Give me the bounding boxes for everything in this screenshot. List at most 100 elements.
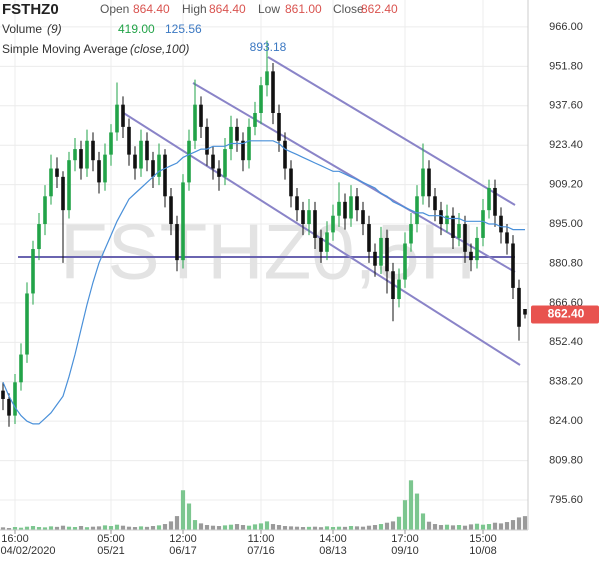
volume-bar: [414, 493, 420, 530]
volume-bar: [126, 526, 132, 530]
candle-body: [391, 271, 395, 300]
candle-body: [163, 154, 167, 197]
volume-bar: [306, 526, 312, 530]
candle-body: [517, 287, 521, 327]
volume-bar: [444, 524, 450, 530]
volume-bar: [66, 526, 72, 530]
volume-bar: [30, 526, 36, 530]
volume-bar: [144, 526, 150, 530]
volume-bar: [84, 527, 90, 530]
volume-bar: [198, 523, 204, 530]
low-value: 861.00: [285, 2, 322, 16]
volume-bar: [240, 525, 246, 530]
volume-bar: [216, 526, 222, 530]
candle-body: [481, 210, 485, 238]
volume-bar: [234, 524, 240, 530]
candle-body: [115, 104, 119, 133]
volume-bar: [270, 524, 276, 530]
y-tick-label: 795.60: [549, 494, 583, 506]
candle-body: [505, 232, 509, 244]
x-tick-date: 04/02/2020: [0, 545, 55, 557]
candle-body: [61, 176, 65, 211]
candle-body: [25, 293, 29, 355]
candle-body: [91, 140, 95, 161]
volume-bar: [354, 526, 360, 530]
volume-bar: [330, 527, 336, 530]
volume-bar: [336, 526, 342, 530]
candle-body: [187, 140, 191, 183]
candle-body: [511, 243, 515, 288]
candle-body: [37, 224, 41, 250]
volume-bar: [120, 525, 126, 530]
x-tick-label: 17:00: [391, 533, 419, 545]
volume-bar: [228, 524, 234, 530]
volume-bar: [288, 526, 294, 530]
candle-body: [385, 237, 389, 272]
candle-body: [445, 215, 449, 225]
y-tick-label: 824.00: [549, 415, 583, 427]
candle-body: [151, 160, 155, 177]
volume-bar: [72, 527, 78, 530]
volume-bar: [258, 523, 264, 530]
volume-bar: [522, 516, 528, 530]
volume-layer: [0, 480, 528, 530]
candle-body: [523, 309, 527, 315]
annotation: 893.18: [250, 40, 287, 54]
candle-body: [199, 104, 203, 127]
grid: [0, 0, 528, 530]
volume-bar: [510, 520, 516, 530]
x-tick-label: 15:00: [469, 533, 497, 545]
axes: 966.00 951.80 937.60 923.40 909.20 895.00 880.…: [0, 21, 599, 557]
candle-body: [457, 224, 461, 238]
volume-bar: [468, 524, 474, 530]
high-value: 864.40: [209, 2, 246, 16]
candle-body: [373, 251, 377, 266]
volume-bar: [102, 525, 108, 530]
candle-body: [319, 237, 323, 252]
volume-bar: [474, 523, 480, 530]
candle-body: [175, 224, 179, 261]
candle-body: [13, 382, 17, 416]
candle-body: [475, 237, 479, 261]
volume-bar: [54, 526, 60, 530]
candle-body: [241, 140, 245, 161]
x-tick-label: 16:00: [1, 533, 29, 545]
candle-body: [253, 112, 257, 127]
candle-body: [1, 390, 5, 399]
volume-bar: [450, 525, 456, 530]
candle-body: [349, 196, 353, 219]
candle-body: [217, 168, 221, 177]
candle-body: [367, 224, 371, 252]
volume-bar: [438, 525, 444, 530]
y-tick-label: 880.80: [549, 257, 583, 269]
candle-body: [85, 140, 89, 169]
candle-body: [343, 201, 347, 219]
volume-bar: [312, 526, 318, 530]
sma-param: (close,100): [130, 42, 189, 56]
volume-bar: [114, 524, 120, 530]
candle-body: [265, 71, 269, 86]
volume-bar: [432, 524, 438, 530]
volume-bar: [408, 480, 414, 530]
y-tick-label: 838.20: [549, 376, 583, 388]
volume-bar: [210, 525, 216, 530]
volume-bar: [384, 522, 390, 530]
candle-body: [301, 210, 305, 225]
candle-body: [463, 224, 467, 252]
candle-body: [169, 196, 173, 225]
y-tick-label: 951.80: [549, 60, 583, 72]
sma-line: [2, 140, 525, 425]
volume-bar: [24, 526, 30, 530]
y-tick-label: 937.60: [549, 100, 583, 112]
volume-bar: [462, 525, 468, 530]
candle-body: [73, 149, 77, 161]
candle-body: [283, 140, 287, 169]
candle-body: [235, 126, 239, 141]
candle-body: [337, 201, 341, 216]
candle-body: [121, 104, 125, 127]
volume-bar: [390, 521, 396, 530]
candle-body: [355, 196, 359, 211]
volume-bar: [108, 526, 114, 530]
volume-bar: [90, 526, 96, 530]
